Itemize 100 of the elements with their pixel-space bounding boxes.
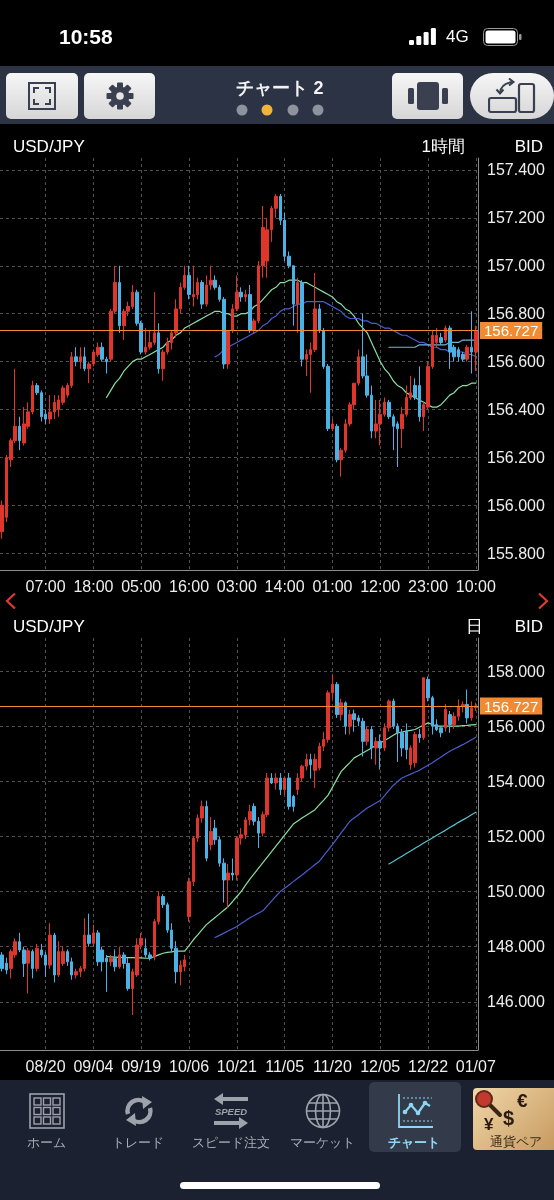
text: チャート — [388, 1135, 440, 1151]
candlestick — [244, 289, 247, 303]
candlestick — [22, 406, 26, 446]
candlestick — [444, 325, 447, 343]
chart-title: USD/JPY — [13, 617, 85, 636]
y-tick-label: 146.000 — [487, 993, 545, 1011]
candlestick — [53, 932, 56, 983]
candlestick — [113, 948, 117, 972]
candlestick — [35, 943, 39, 972]
candlestick — [205, 800, 208, 862]
x-tick-label: 10/21 — [216, 1057, 257, 1075]
candlestick — [465, 689, 469, 724]
candlestick — [248, 284, 252, 334]
y-tick-label: 148.000 — [487, 938, 545, 956]
x-tick-label: 08/20 — [25, 1057, 66, 1075]
candlestick — [200, 279, 204, 310]
candlestick — [31, 948, 34, 979]
candlestick — [296, 277, 299, 334]
candlestick — [470, 310, 473, 375]
candlestick — [209, 816, 213, 851]
x-tick-label: 10:00 — [455, 577, 496, 595]
x-tick-label: 10/06 — [169, 1057, 210, 1075]
candlestick — [413, 731, 417, 769]
candlestick — [448, 325, 452, 370]
candlestick — [439, 332, 443, 346]
y-tick-label: 157.000 — [487, 257, 545, 275]
y-tick-label: 158.000 — [487, 662, 545, 680]
y-tick-label: 155.800 — [487, 544, 545, 562]
candlestick — [448, 710, 452, 734]
y-tick-label: 156.200 — [487, 448, 545, 466]
line-series — [214, 301, 477, 358]
candlestick — [279, 772, 282, 796]
y-tick-label: 154.000 — [487, 772, 545, 790]
x-tick-label: 09/04 — [73, 1057, 114, 1075]
x-tick-label: 09/19 — [121, 1057, 162, 1075]
chart-title: USD/JPY — [13, 137, 85, 156]
text: トレード — [112, 1135, 164, 1151]
candlestick — [231, 857, 234, 882]
line-series — [388, 811, 477, 865]
candlestick — [109, 954, 113, 967]
x-tick-label: 14:00 — [264, 577, 305, 595]
candlestick — [274, 772, 278, 791]
text: スピード注文 — [192, 1135, 270, 1151]
candlestick — [239, 286, 243, 303]
candlestick — [344, 700, 347, 735]
candlestick — [18, 416, 21, 451]
line-series — [105, 279, 477, 408]
candlestick — [283, 776, 286, 796]
candlestick — [444, 703, 447, 733]
candlestick — [192, 265, 195, 308]
y-tick-label: 156.600 — [487, 353, 545, 371]
candlestick — [0, 951, 4, 972]
text: 10:58 — [59, 25, 113, 49]
line-series — [105, 722, 477, 959]
text: BID — [514, 617, 543, 636]
candlestick — [92, 924, 95, 948]
candlestick — [318, 303, 321, 334]
candlestick — [335, 681, 339, 719]
y-tick-label: 157.200 — [487, 209, 545, 227]
chart-subtitle: 日 — [466, 617, 483, 636]
candlestick — [79, 346, 82, 370]
y-tick-label: 152.000 — [487, 827, 545, 845]
x-tick-label: 12/22 — [408, 1057, 449, 1075]
chart-subtitle: 1時間 — [421, 137, 466, 156]
candlestick — [370, 725, 373, 760]
candlestick — [157, 322, 160, 375]
candlestick — [418, 728, 421, 744]
candlestick — [226, 329, 230, 370]
candlestick — [96, 929, 100, 967]
candlestick — [187, 265, 191, 300]
x-tick-label: 12:00 — [360, 577, 401, 595]
candlestick — [365, 725, 369, 746]
candlestick — [374, 736, 378, 766]
ref-line-label: 156.727 — [484, 697, 539, 715]
text: ホーム — [26, 1135, 66, 1151]
candlestick — [331, 418, 334, 432]
currency-tab: € $ ¥ 通貨ペア — [473, 1088, 554, 1150]
candlestick — [74, 968, 78, 979]
candlestick — [287, 772, 291, 811]
x-tick-label: 07:00 — [25, 577, 66, 595]
line-series — [388, 339, 477, 348]
candlestick — [348, 709, 352, 735]
y-tick-label: 157.400 — [487, 161, 545, 179]
y-tick-label: 156.000 — [487, 496, 545, 514]
text: BID — [514, 137, 543, 156]
candlestick — [339, 698, 343, 722]
candlestick — [465, 344, 469, 363]
candlestick — [300, 279, 304, 367]
y-tick-label: 150.000 — [487, 883, 545, 901]
x-tick-label: 16:00 — [169, 577, 210, 595]
x-tick-label: 23:00 — [408, 577, 449, 595]
candlestick — [226, 863, 230, 909]
candlestick — [474, 325, 478, 372]
candlestick — [118, 265, 121, 334]
y-tick-label: 156.800 — [487, 305, 545, 323]
candlestick — [352, 709, 356, 733]
candlestick — [335, 423, 339, 463]
x-tick-label: 05:00 — [121, 577, 162, 595]
candlestick — [270, 772, 273, 785]
x-tick-label: 12/05 — [360, 1057, 401, 1075]
